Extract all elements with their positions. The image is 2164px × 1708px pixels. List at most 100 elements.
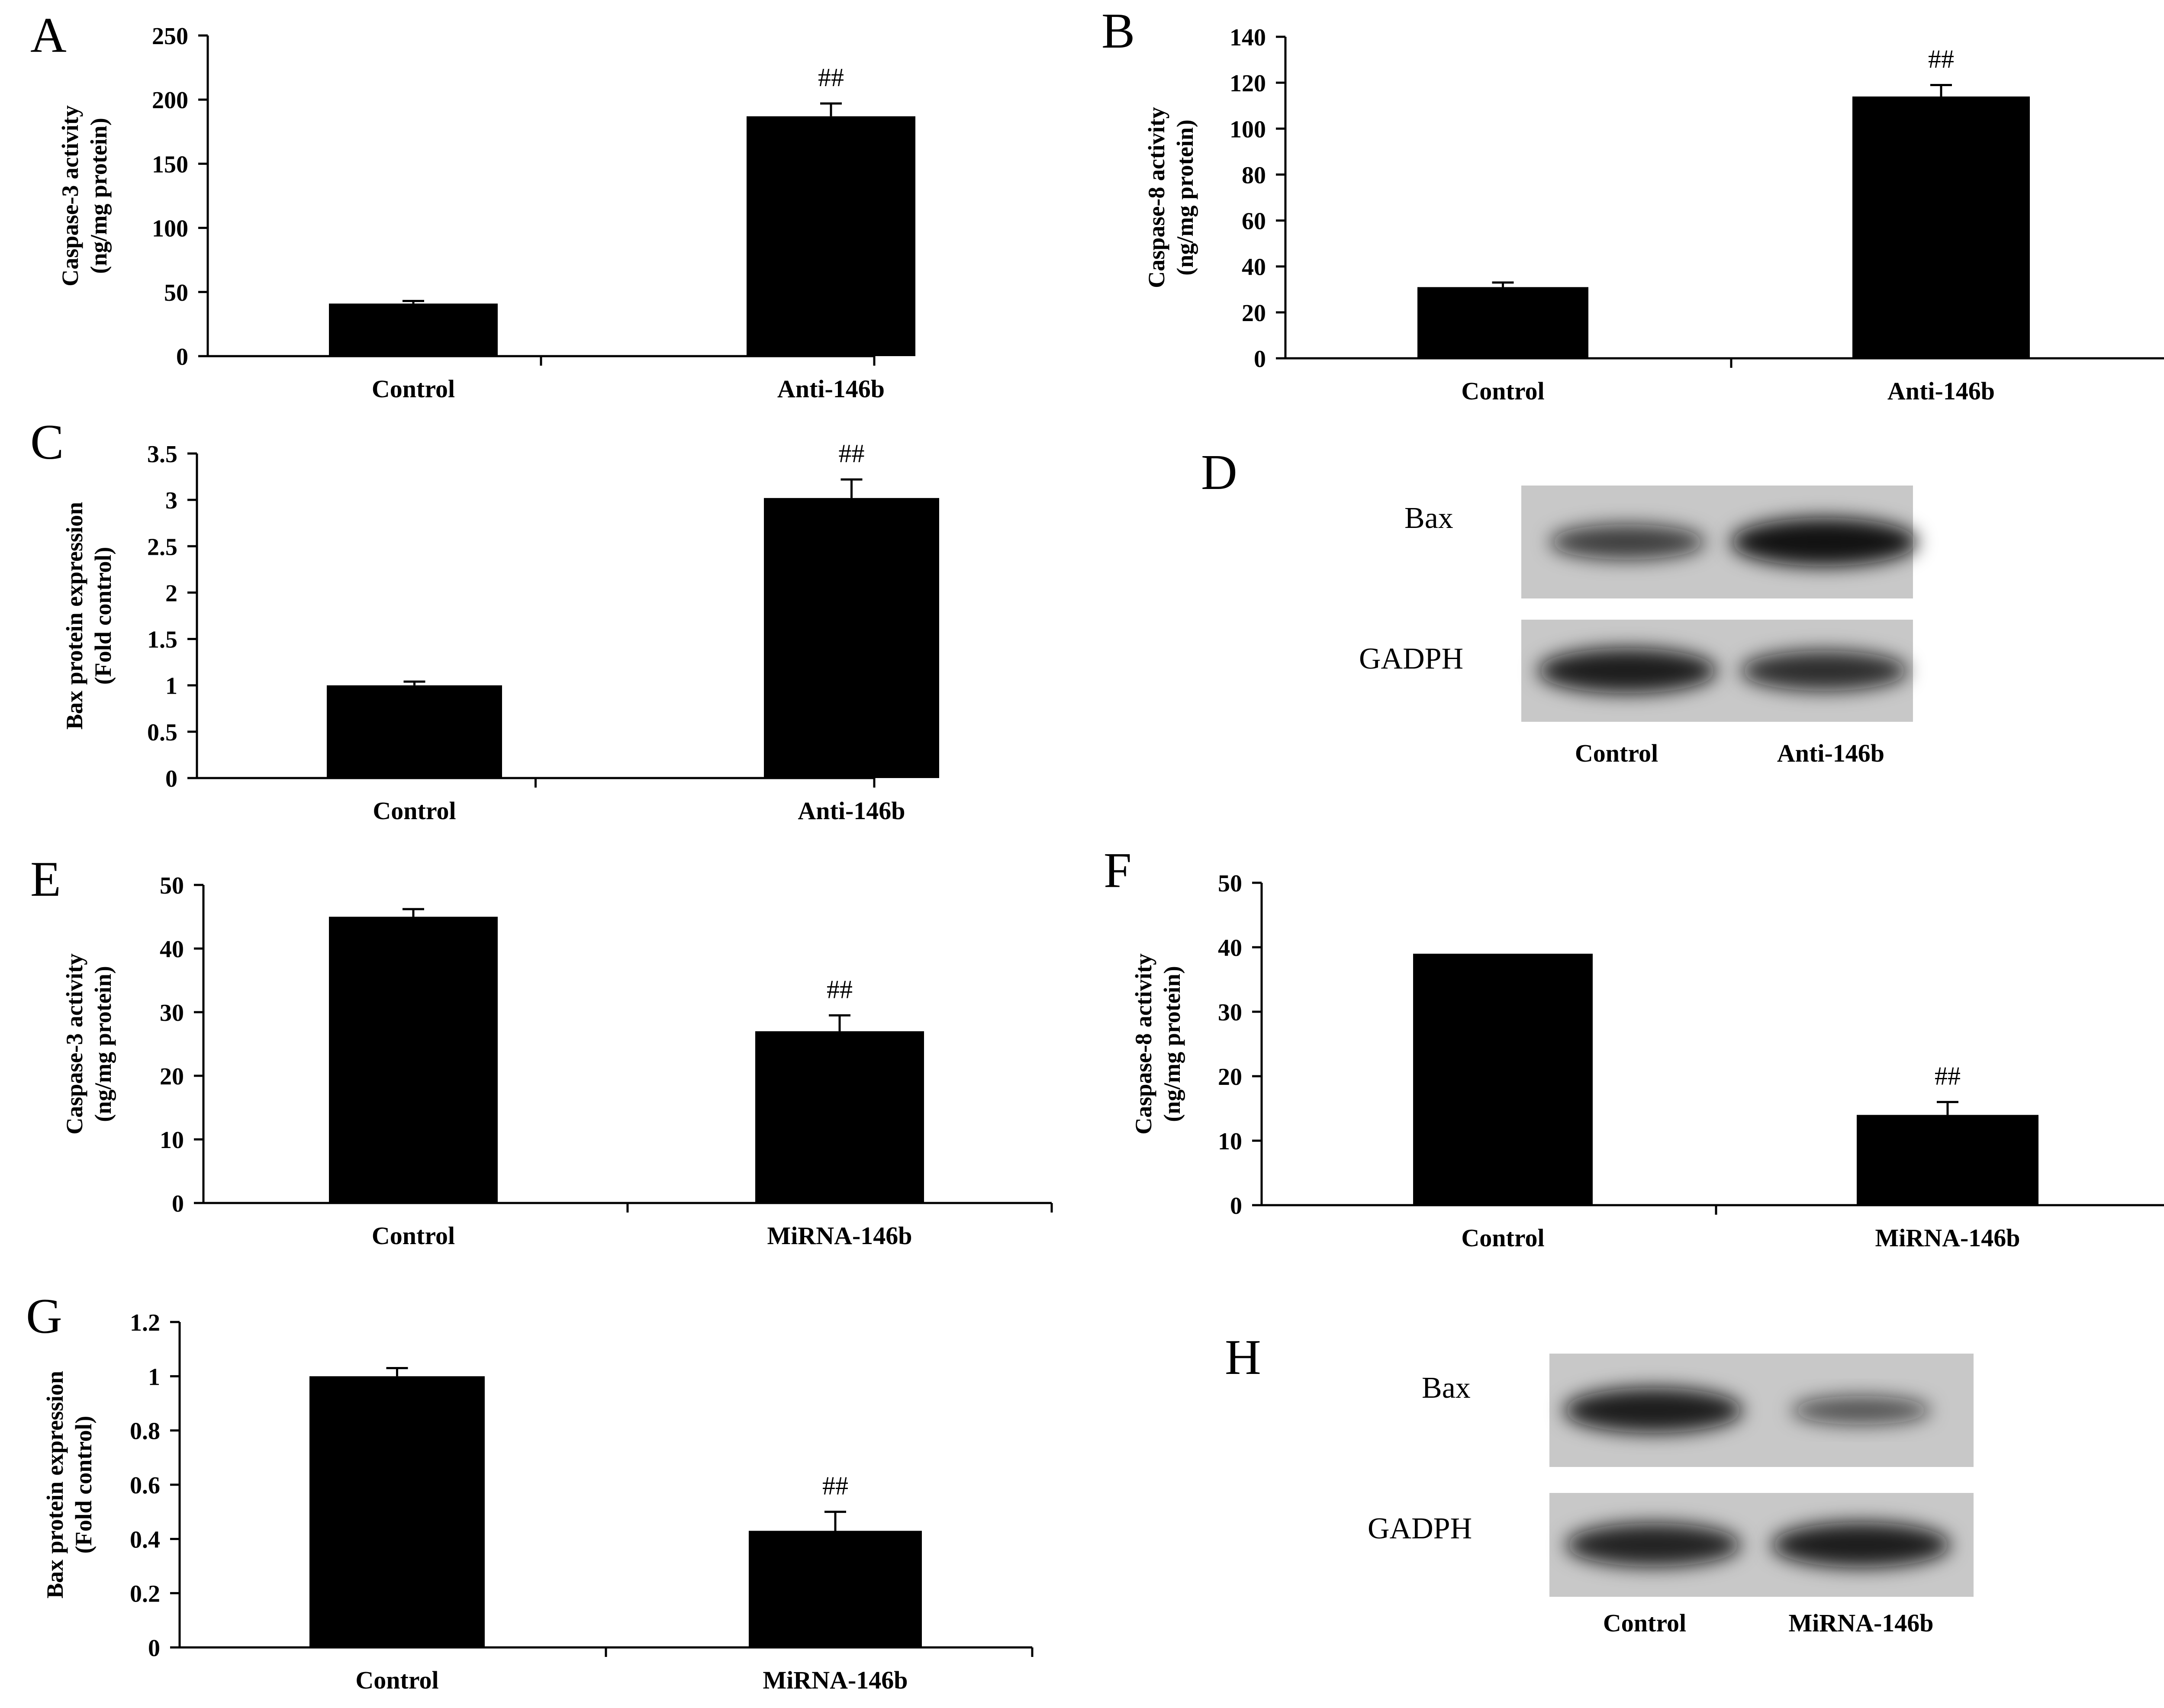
x-tick-label: Anti-146b [798, 797, 905, 825]
y-tick-label: 2 [165, 580, 177, 607]
bar-control [309, 1376, 485, 1647]
panel-letter: D [1201, 445, 1237, 500]
bar-mirna-146b [749, 1531, 922, 1647]
error-bar [829, 1014, 850, 1032]
panel-letter: G [26, 1289, 62, 1344]
blot-lane-label: Control [1575, 739, 1658, 767]
x-tick-label: Control [1461, 1224, 1544, 1252]
panel-letter: B [1101, 3, 1135, 59]
x-tick-label: Control [1461, 377, 1544, 405]
blot-band [1771, 1522, 1951, 1568]
y-tick-label: 2.5 [147, 534, 177, 560]
blot-panel-h: H Bax GADPH Control MiRNA-146b [1225, 1330, 1974, 1637]
y-tick-label: 50 [164, 280, 188, 306]
y-tick-label: 1.2 [130, 1309, 160, 1336]
significance-marker: ## [818, 63, 844, 92]
blot-band [1791, 1396, 1931, 1425]
y-tick-label: 0 [148, 1635, 160, 1662]
y-axis-label-line: Caspase-8 activity [1143, 107, 1169, 288]
chart-panel-e: E 0 10 20 30 40 50 Caspase-3 activity (ng/mg pro… [30, 852, 1053, 1250]
y-axis-label-line: Caspase-3 activity [57, 105, 83, 286]
error-bar [386, 1367, 408, 1377]
y-axis-label-line: Caspase-3 activity [61, 953, 87, 1134]
error-bar [1937, 1101, 1958, 1115]
error-bar [403, 908, 424, 917]
y-tick-label: 3.5 [147, 441, 177, 468]
y-tick-label: 0.4 [130, 1526, 160, 1553]
chart-panel-g: G 0 0.2 0.4 0.6 0.8 1 1.2 Bax protein expression… [26, 1289, 1034, 1694]
y-tick-label: 0.5 [147, 719, 177, 746]
blot-strip-gadph [1521, 620, 1913, 722]
y-axis-label: Bax protein expression (Fold control) [42, 1371, 97, 1599]
y-tick-label: 0 [172, 1190, 184, 1217]
y-tick-label: 10 [160, 1127, 184, 1154]
bar-control [327, 685, 502, 778]
y-tick-label: 100 [152, 216, 188, 242]
significance-marker: ## [1935, 1062, 1961, 1090]
x-tick-label: Anti-146b [777, 375, 885, 403]
blot-band [1741, 650, 1908, 691]
y-tick-label: 40 [1242, 254, 1266, 281]
blot-row-label: Bax [1422, 1371, 1471, 1405]
blot-panel-d: D Bax GADPH Control Anti-146b [1201, 445, 1918, 767]
y-tick-label: 10 [1218, 1128, 1242, 1155]
panel-letter: E [30, 852, 61, 907]
y-tick-label: 0.8 [130, 1418, 160, 1445]
bar-control [329, 303, 498, 356]
x-tick-label: Control [372, 375, 455, 403]
y-tick-label: 200 [152, 87, 188, 114]
significance-marker: ## [1928, 45, 1954, 73]
blot-strip-bax [1521, 486, 1918, 598]
y-tick-label: 20 [1242, 300, 1266, 327]
y-axis-label: Bax protein expression (Fold control) [61, 502, 116, 730]
y-tick-label: 1 [165, 673, 177, 700]
bar-control [1417, 287, 1588, 358]
panel-letter: C [30, 415, 64, 470]
y-tick-label: 140 [1230, 24, 1266, 51]
y-tick-label: 20 [160, 1063, 184, 1090]
y-tick-label: 0 [1230, 1193, 1242, 1219]
blot-band [1549, 524, 1705, 560]
y-axis-label-line: (ng/mg protein) [1172, 119, 1198, 276]
y-tick-label: 0 [165, 766, 177, 792]
y-tick-label: 100 [1230, 116, 1266, 143]
y-axis-label-line: (ng/mg protein) [86, 118, 112, 274]
y-tick-label: 30 [160, 1000, 184, 1026]
error-bar [824, 1511, 846, 1531]
panel-letter: A [30, 8, 67, 63]
blot-row-label: GADPH [1359, 642, 1463, 675]
y-tick-label: 20 [1218, 1064, 1242, 1090]
y-tick-label: 150 [152, 151, 188, 178]
chart-panel-c: C 0 0.5 1 1.5 2 2.5 3 3.5 Bax protein expression(… [30, 415, 939, 825]
y-tick-label: 0.6 [130, 1472, 160, 1499]
y-axis-label: Caspase-8 activity (ng/mg protein) [1130, 953, 1185, 1134]
y-axis-label: Caspase-3 activity (ng/mg protein) [57, 105, 112, 286]
x-tick-label: Control [373, 797, 456, 825]
y-tick-label: 0 [1254, 346, 1266, 373]
chart-panel-b: B 0 20 40 60 80 100 120 140 Caspase-8 activity (ng… [1101, 3, 2164, 405]
blot-row-label: Bax [1404, 502, 1453, 535]
x-tick-label: Anti-146b [1887, 377, 1995, 405]
y-axis-label-line: (Fold control) [90, 547, 116, 685]
y-tick-label: 40 [1218, 935, 1242, 962]
bar-anti-146b [1852, 96, 2030, 358]
blot-band [1731, 518, 1918, 566]
y-tick-label: 3 [165, 487, 177, 514]
y-axis-label-line: (ng/mg protein) [1159, 966, 1185, 1122]
y-tick-label: 50 [160, 872, 184, 899]
y-axis-label: Caspase-3 activity (ng/mg protein) [61, 953, 116, 1134]
significance-marker: ## [827, 975, 853, 1004]
blot-row-label: GADPH [1368, 1512, 1472, 1545]
x-tick-label: MiRNA-146b [1875, 1224, 2020, 1252]
chart-panel-a: A 0 50 100 150 200 250 Caspase-3 activity (ng/mg… [30, 8, 915, 403]
blot-lane-label: MiRNA-146b [1788, 1609, 1933, 1637]
y-axis-label-line: Caspase-8 activity [1130, 953, 1156, 1134]
x-tick-label: MiRNA-146b [763, 1666, 908, 1694]
y-tick-label: 120 [1230, 70, 1266, 97]
y-axis-label: Caspase-8 activity (ng/mg protein) [1143, 107, 1198, 288]
error-bar [1930, 84, 1952, 96]
bar-control [329, 917, 498, 1203]
bar-anti-146b [764, 498, 939, 778]
error-bar [820, 102, 842, 116]
